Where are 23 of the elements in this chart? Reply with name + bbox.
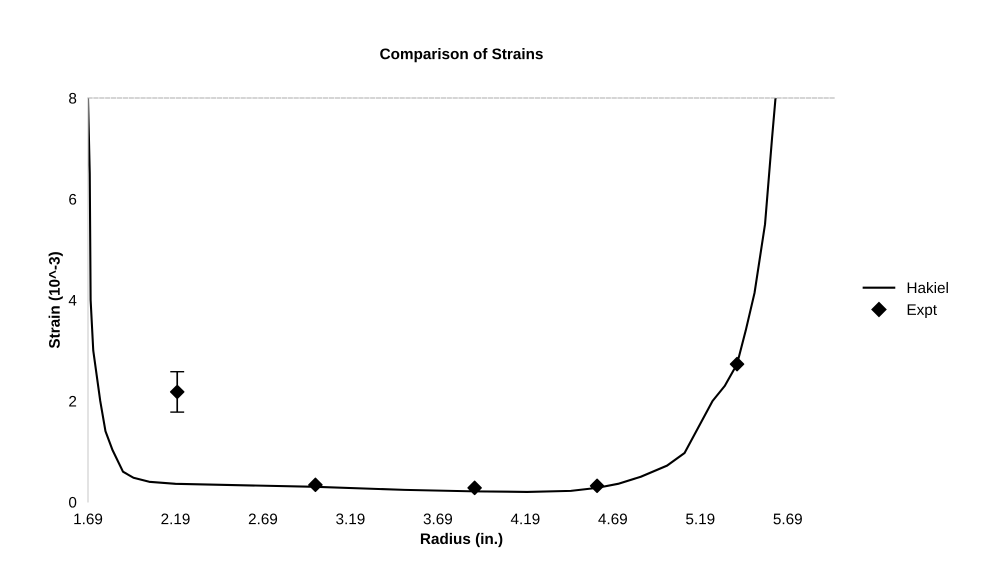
x-axis-title: Radius (in.) bbox=[420, 532, 502, 548]
y-tick-label: 0 bbox=[68, 496, 76, 508]
y-tick-label: 6 bbox=[69, 194, 76, 205]
legend-label: Hakiel bbox=[908, 282, 948, 294]
x-tick-label: 5.19 bbox=[686, 514, 714, 524]
point bbox=[467, 480, 482, 496]
x-tick-label: 2.19 bbox=[161, 514, 190, 524]
x-tick-label: 1.69 bbox=[74, 514, 102, 524]
point bbox=[730, 356, 744, 372]
x-tick-label: 5.69 bbox=[774, 514, 802, 524]
y-tick-label: 4 bbox=[68, 295, 76, 306]
x-tick-label: 3.69 bbox=[424, 514, 452, 524]
x-tick-label: 2.69 bbox=[248, 514, 278, 524]
legend-label: Expt bbox=[908, 304, 937, 318]
x-tick-label: 3.19 bbox=[336, 514, 365, 524]
y-tick-label: 2 bbox=[69, 396, 76, 407]
point bbox=[590, 478, 604, 494]
point bbox=[308, 478, 323, 492]
x-tick-label: 4.19 bbox=[510, 514, 540, 524]
y-tick-label: 8 bbox=[69, 92, 76, 104]
x-tick-label: 4.69 bbox=[598, 514, 627, 524]
y-axis-title: Strain (10^-3) bbox=[48, 252, 63, 348]
chart-title: Comparison of Strains bbox=[380, 48, 543, 62]
